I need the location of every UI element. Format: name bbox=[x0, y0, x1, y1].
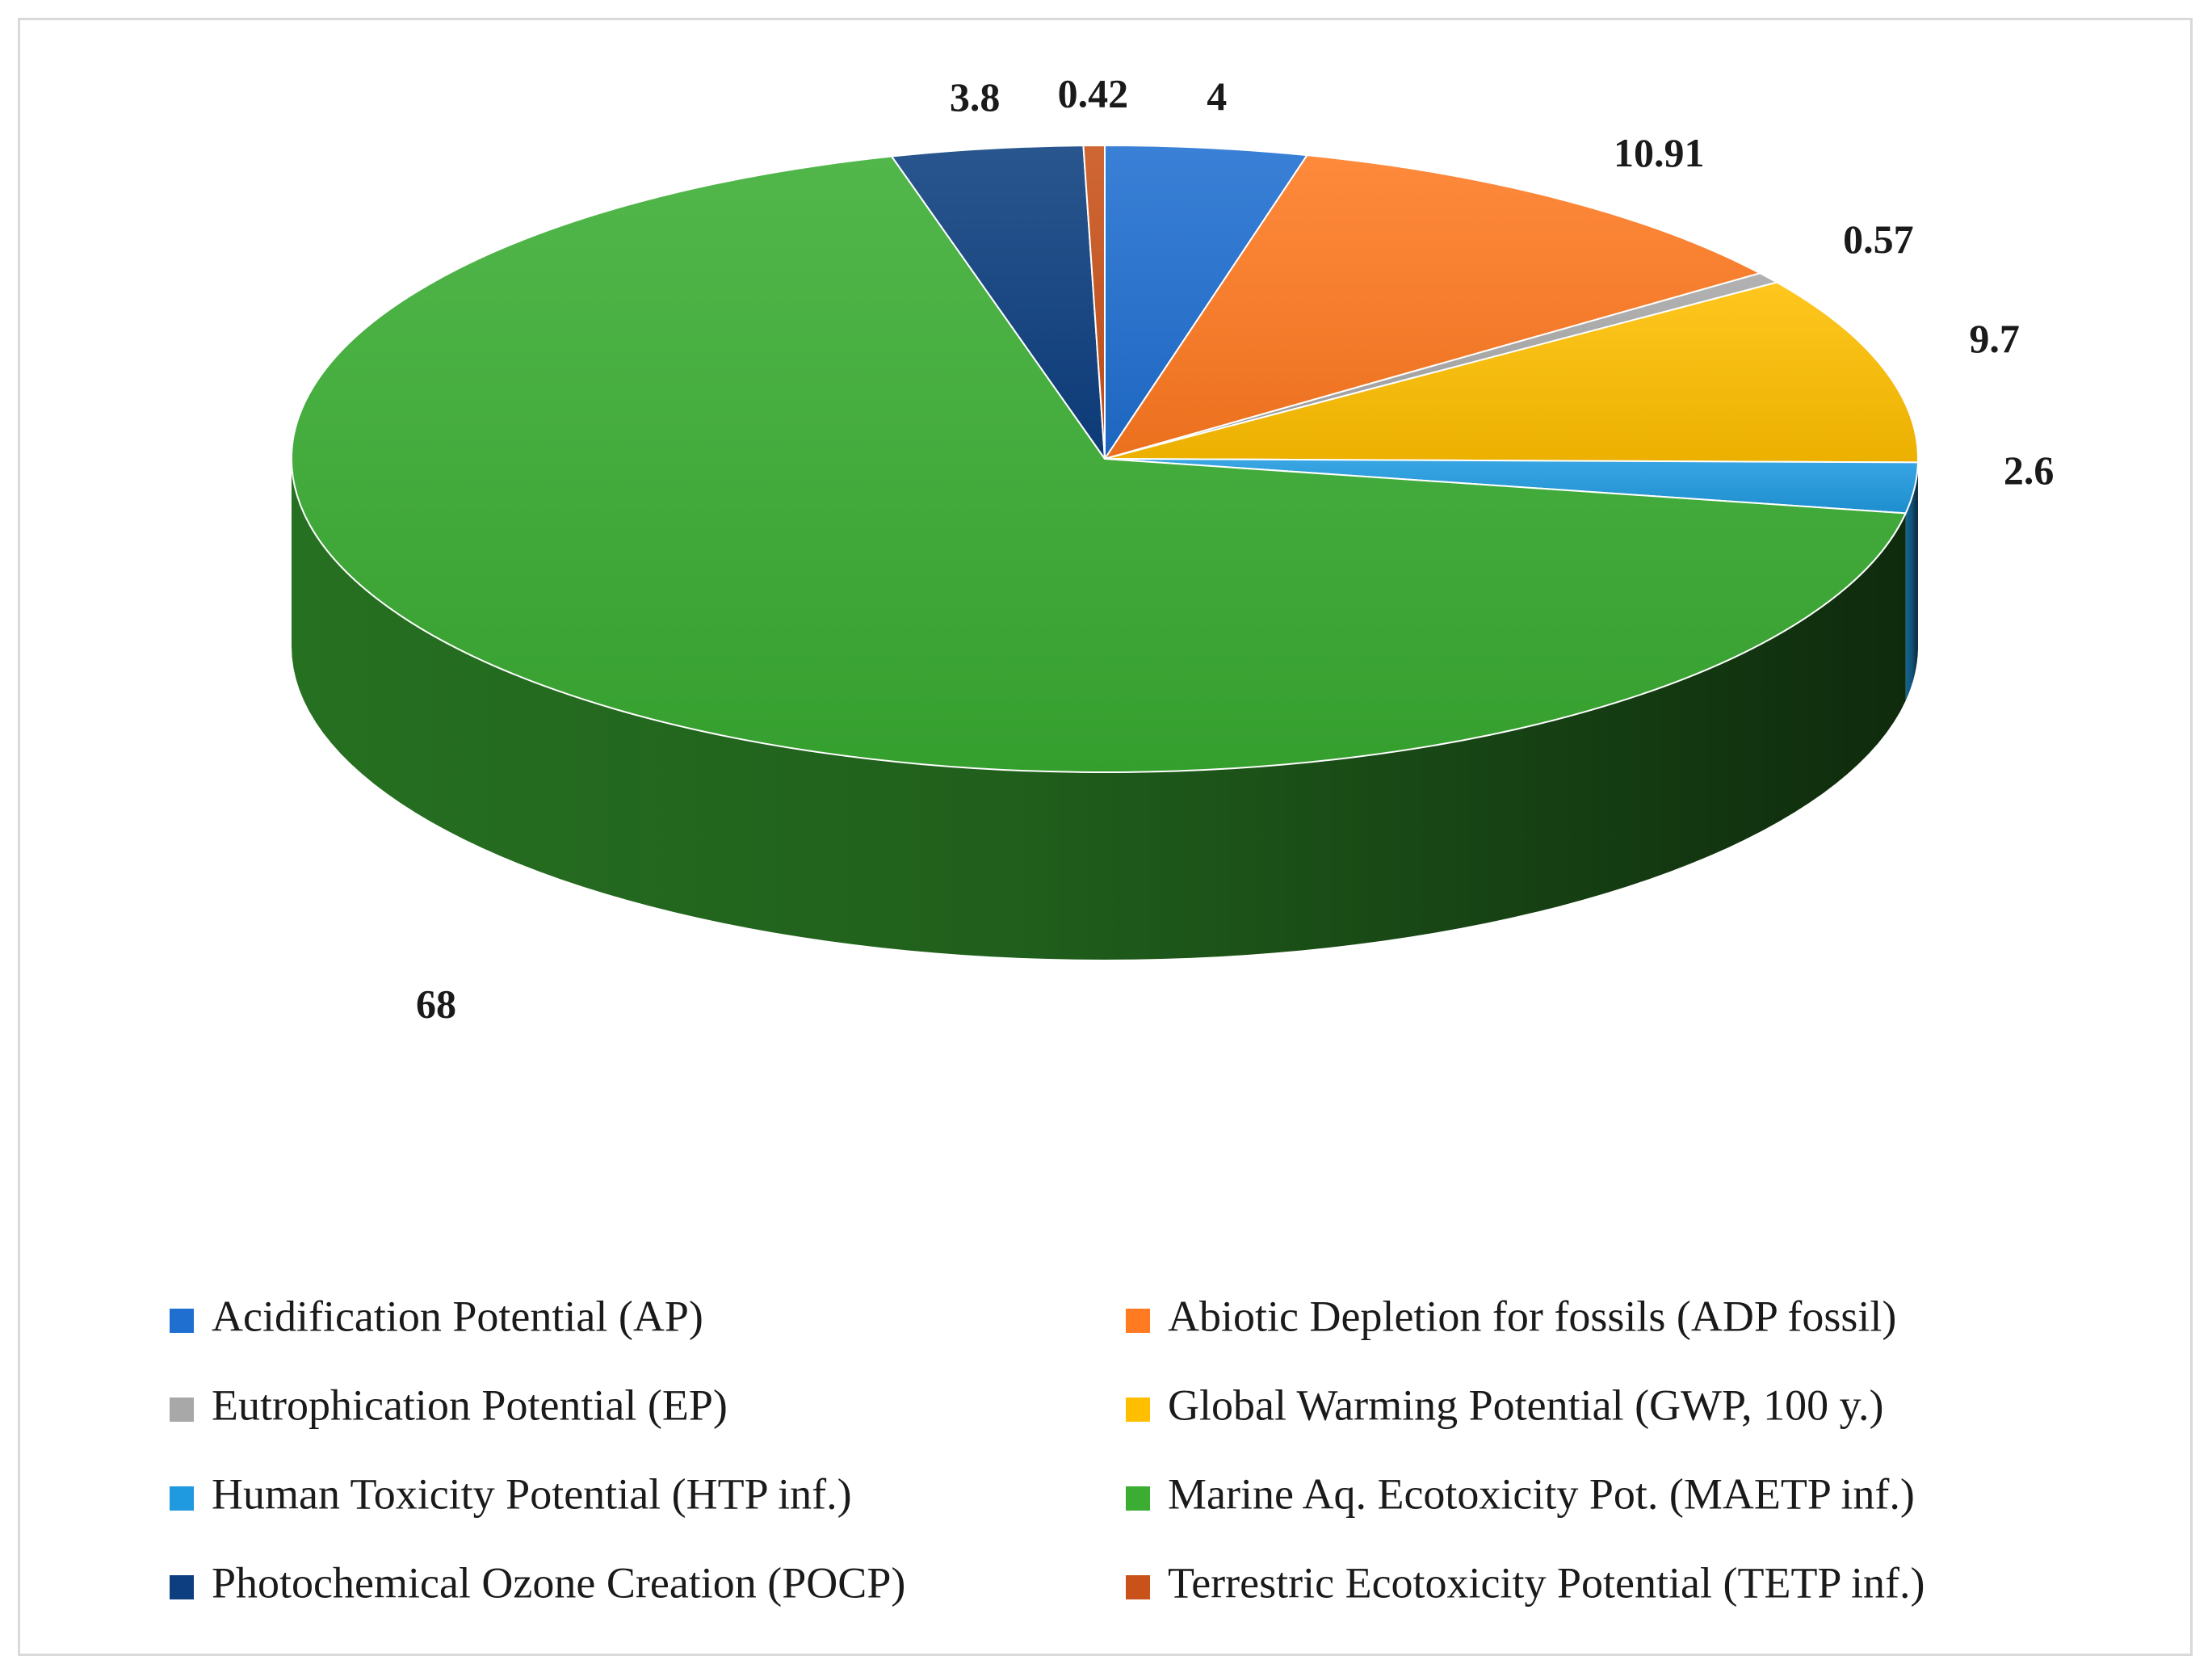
legend-swatch bbox=[170, 1486, 194, 1511]
legend: Acidification Potential (AP) Abiotic Depl… bbox=[170, 1292, 1924, 1607]
legend-item-global-warming-potential-gwp-100-y[interactable]: Global Warming Potential (GWP, 100 y.) bbox=[1126, 1381, 1884, 1429]
pie-slice-photochemical-ozone-creation-pocp[interactable] bbox=[891, 145, 1106, 460]
legend-swatch bbox=[170, 1398, 194, 1422]
legend-label: Photochemical Ozone Creation (POCP) bbox=[212, 1558, 905, 1607]
pie-slice-marine-aq-ecotoxicity-pot-maetp-inf[interactable] bbox=[291, 155, 1907, 773]
legend-swatch bbox=[1126, 1309, 1150, 1333]
data-label-abiotic-depletion-for-fossils-adp-fossil: 10.91 bbox=[1614, 130, 1705, 175]
data-label-photochemical-ozone-creation-pocp: 3.8 bbox=[950, 74, 1001, 120]
pie-side-wall bbox=[292, 459, 1918, 960]
legend-item-photochemical-ozone-creation-pocp[interactable]: Photochemical Ozone Creation (POCP) bbox=[170, 1558, 905, 1607]
pie-slice-acidification-potential-ap[interactable] bbox=[1104, 145, 1308, 460]
legend-label: Human Toxicity Potential (HTP inf.) bbox=[212, 1469, 852, 1518]
legend-swatch bbox=[1126, 1575, 1150, 1599]
legend-item-marine-aq-ecotoxicity-pot-maetp-inf[interactable]: Marine Aq. Ecotoxicity Pot. (MAETP inf.) bbox=[1126, 1469, 1915, 1518]
legend-swatch bbox=[170, 1575, 194, 1599]
legend-label: Global Warming Potential (GWP, 100 y.) bbox=[1168, 1381, 1884, 1429]
data-label-acidification-potential-ap: 4 bbox=[1207, 74, 1227, 119]
legend-item-abiotic-depletion-for-fossils-adp-fossil[interactable]: Abiotic Depletion for fossils (ADP fossi… bbox=[1126, 1292, 1896, 1340]
legend-label: Marine Aq. Ecotoxicity Pot. (MAETP inf.) bbox=[1168, 1469, 1915, 1518]
data-labels: 4 10.91 0.57 9.7 2.6 68 3.8 0.42 bbox=[416, 71, 2054, 1027]
data-label-marine-aq-ecotoxicity-pot-maetp-inf: 68 bbox=[416, 981, 456, 1026]
legend-label: Eutrophication Potential (EP) bbox=[212, 1381, 728, 1429]
data-label-terrestric-ecotoxicity-potential-tetp-inf: 0.42 bbox=[1058, 71, 1129, 116]
pie-top-surface bbox=[291, 145, 1919, 773]
legend-swatch bbox=[1126, 1398, 1150, 1422]
legend-swatch bbox=[170, 1309, 194, 1333]
data-label-human-toxicity-potential-htp-inf: 2.6 bbox=[2004, 448, 2055, 493]
pie-side-human-toxicity-potential-htp-inf bbox=[1905, 462, 1918, 701]
legend-item-eutrophication-potential-ep[interactable]: Eutrophication Potential (EP) bbox=[170, 1381, 728, 1429]
pie-side-marine-aq-ecotoxicity-pot-maetp-inf bbox=[292, 459, 1906, 960]
pie-slice-abiotic-depletion-for-fossils-adp-fossil[interactable] bbox=[1104, 154, 1761, 460]
data-label-global-warming-potential-gwp-100-y: 9.7 bbox=[1969, 316, 2020, 361]
legend-item-acidification-potential-ap[interactable]: Acidification Potential (AP) bbox=[170, 1292, 703, 1340]
data-label-eutrophication-potential-ep: 0.57 bbox=[1843, 216, 1914, 262]
legend-label: Terrestric Ecotoxicity Potential (TETP i… bbox=[1168, 1558, 1924, 1607]
pie-slice-global-warming-potential-gwp-100-y[interactable] bbox=[1104, 281, 1919, 464]
pie-slice-terrestric-ecotoxicity-potential-tetp-inf[interactable] bbox=[1082, 145, 1106, 460]
legend-swatch bbox=[1126, 1486, 1150, 1511]
legend-label: Acidification Potential (AP) bbox=[212, 1292, 703, 1340]
legend-item-human-toxicity-potential-htp-inf[interactable]: Human Toxicity Potential (HTP inf.) bbox=[170, 1469, 852, 1518]
legend-label: Abiotic Depletion for fossils (ADP fossi… bbox=[1168, 1292, 1896, 1340]
legend-item-terrestric-ecotoxicity-potential-tetp-inf[interactable]: Terrestric Ecotoxicity Potential (TETP i… bbox=[1126, 1558, 1924, 1607]
